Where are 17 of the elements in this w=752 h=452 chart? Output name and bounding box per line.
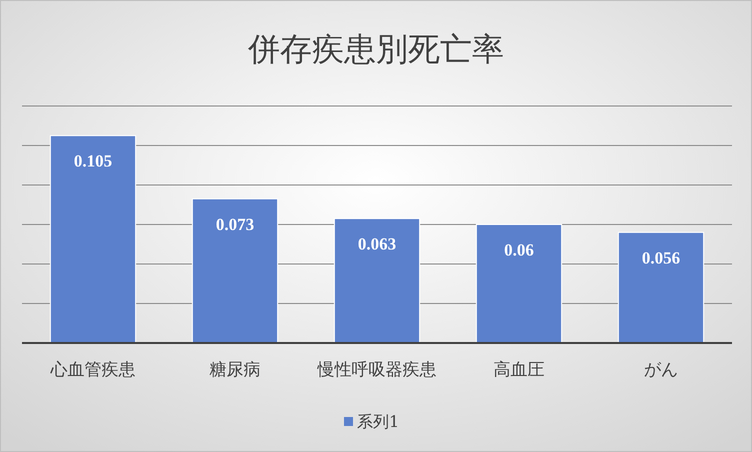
text: 系列1 bbox=[357, 412, 400, 431]
bar bbox=[50, 135, 136, 344]
x-tick-label: 糖尿病 bbox=[210, 360, 260, 380]
bar bbox=[334, 218, 420, 344]
bar bbox=[192, 198, 278, 344]
bar bbox=[618, 232, 704, 344]
x-tick-label: がん bbox=[644, 360, 678, 380]
bar bbox=[476, 224, 562, 344]
data-label: 0.073 bbox=[216, 214, 254, 234]
x-tick-label: 慢性呼吸器疾患 bbox=[316, 360, 436, 380]
chart-title: 併存疾患別死亡率 bbox=[247, 30, 504, 68]
data-label: 0.06 bbox=[504, 240, 534, 260]
x-tick-label: 高血圧 bbox=[494, 360, 544, 380]
data-label: 0.105 bbox=[74, 152, 112, 171]
x-tick-label: 心血管疾患 bbox=[50, 360, 136, 380]
data-label: 0.063 bbox=[358, 234, 396, 254]
data-label: 0.056 bbox=[642, 248, 680, 268]
